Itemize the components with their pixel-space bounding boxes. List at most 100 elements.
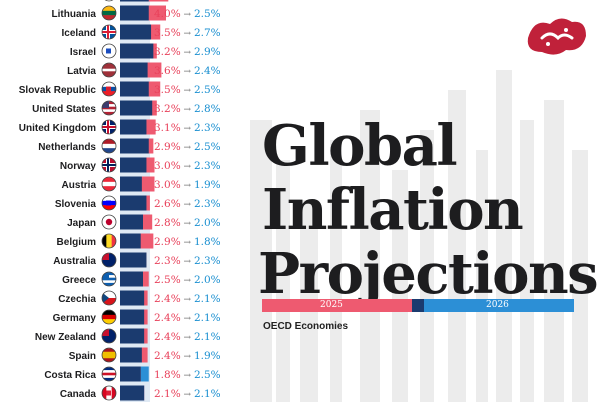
title-line-3: Projections [258,241,599,307]
value-2025-united-kingdom: 3.1% [154,122,181,134]
country-label-united-states: United States [32,104,96,115]
value-arrow-united-states: → [181,105,194,115]
value-label-japan: 2.8% → 2.0% [154,217,221,229]
greece-flag-icon [101,271,117,287]
new-zealand-flag-icon [101,328,117,344]
value-2025-estonia: 4.2% [154,0,181,1]
legend-swatch-2025 [262,299,412,312]
country-label-united-kingdom: United Kingdom [19,123,96,134]
bar-overlap-estonia [120,0,149,2]
bar-overlap-iceland [120,24,152,40]
watermark-logo [520,8,592,64]
belgium-flag-icon [101,233,117,249]
value-arrow-germany: → [181,314,194,324]
value-2026-estonia: 2.5% [194,0,221,1]
country-label-germany: Germany [53,313,97,324]
country-label-canada: Canada [60,389,97,400]
value-arrow-israel: → [181,48,194,58]
value-label-austria: 3.0% → 1.9% [154,179,221,191]
value-2026-slovak-republic: 2.5% [194,84,221,96]
israel-flag-icon [101,43,117,59]
country-label-estonia: Estonia [60,0,97,1]
bar-overlap-canada [120,385,145,401]
title-line-1: Global [262,113,458,179]
czechia-flag-icon [101,290,117,306]
bar-overlap-spain [120,347,142,363]
canada-flag-icon [101,385,117,401]
bar-overlap-austria [120,176,142,192]
country-label-norway: Norway [60,161,97,172]
value-2026-australia: 2.3% [194,255,221,267]
value-label-costa-rica: 1.8% → 2.5% [154,369,221,381]
chart-subtitle: OECD Economies [263,321,349,332]
value-arrow-lithuania: → [181,10,194,20]
value-label-latvia: 3.6% → 2.4% [154,65,221,77]
value-arrow-iceland: → [181,29,194,39]
latvia-flag-icon [101,62,117,78]
bar-overlap-netherlands [120,138,149,154]
value-2026-belgium: 1.8% [194,236,221,248]
value-label-australia: 2.3% → 2.3% [154,255,221,267]
value-2025-germany: 2.4% [154,312,181,324]
value-label-new-zealand: 2.4% → 2.1% [154,331,221,343]
value-label-estonia: 4.2% → 2.5% [154,0,221,1]
value-2025-japan: 2.8% [154,217,181,229]
legend: 2025 2026 [262,299,574,312]
bar-overlap-lithuania [120,5,149,21]
bar-overlap-japan [120,214,143,230]
legend-label-2026: 2026 [486,300,509,310]
value-2026-united-kingdom: 2.3% [194,122,221,134]
legend-label-2025: 2025 [320,300,343,310]
value-2026-norway: 2.3% [194,160,221,172]
value-2026-new-zealand: 2.1% [194,331,221,343]
value-2026-israel: 2.9% [194,46,221,58]
value-2025-belgium: 2.9% [154,236,181,248]
bar-overlap-australia [120,252,147,268]
value-2025-iceland: 3.5% [154,27,181,39]
spain-flag-icon [101,347,117,363]
country-label-israel: Israel [70,47,96,58]
lithuania-flag-icon [101,5,117,21]
value-2025-israel: 3.2% [154,46,181,58]
country-label-austria: Austria [62,180,97,191]
value-arrow-estonia: → [181,0,194,1]
value-arrow-netherlands: → [181,143,194,153]
country-label-lithuania: Lithuania [52,9,97,20]
legend-swatch-2026 [424,299,574,312]
uk-flag-icon [101,119,117,135]
value-arrow-czechia: → [181,295,194,305]
japan-flag-icon [101,214,117,230]
value-arrow-belgium: → [181,238,194,248]
estonia-flag-icon [102,0,116,2]
value-arrow-greece: → [181,276,194,286]
country-label-slovak-republic: Slovak Republic [19,85,97,96]
value-2026-slovenia: 2.3% [194,198,221,210]
bar-overlap-united-states [120,100,153,116]
value-2026-germany: 2.1% [194,312,221,324]
value-label-norway: 3.0% → 2.3% [154,160,221,172]
country-label-greece: Greece [62,275,96,286]
country-label-iceland: Iceland [62,28,96,39]
country-label-spain: Spain [69,351,96,362]
value-arrow-new-zealand: → [181,333,194,343]
germany-flag-icon [101,309,117,325]
bar-overlap-slovenia [120,195,147,211]
value-2025-slovenia: 2.6% [154,198,181,210]
bar-overlap-new-zealand [120,328,145,344]
value-label-belgium: 2.9% → 1.8% [154,236,221,248]
value-arrow-norway: → [181,162,194,172]
value-label-czechia: 2.4% → 2.1% [154,293,221,305]
norway-flag-icon [101,157,117,173]
value-arrow-austria: → [181,181,194,191]
value-label-israel: 3.2% → 2.9% [154,46,221,58]
value-arrow-australia: → [181,257,194,267]
bar-overlap-latvia [120,62,148,78]
value-label-united-states: 3.2% → 2.8% [154,103,221,115]
value-label-netherlands: 2.9% → 2.5% [154,141,221,153]
value-2025-czechia: 2.4% [154,293,181,305]
value-arrow-slovenia: → [181,200,194,210]
slovenia-flag-icon [101,195,117,211]
value-2026-canada: 2.1% [194,388,221,400]
value-2026-japan: 2.0% [194,217,221,229]
